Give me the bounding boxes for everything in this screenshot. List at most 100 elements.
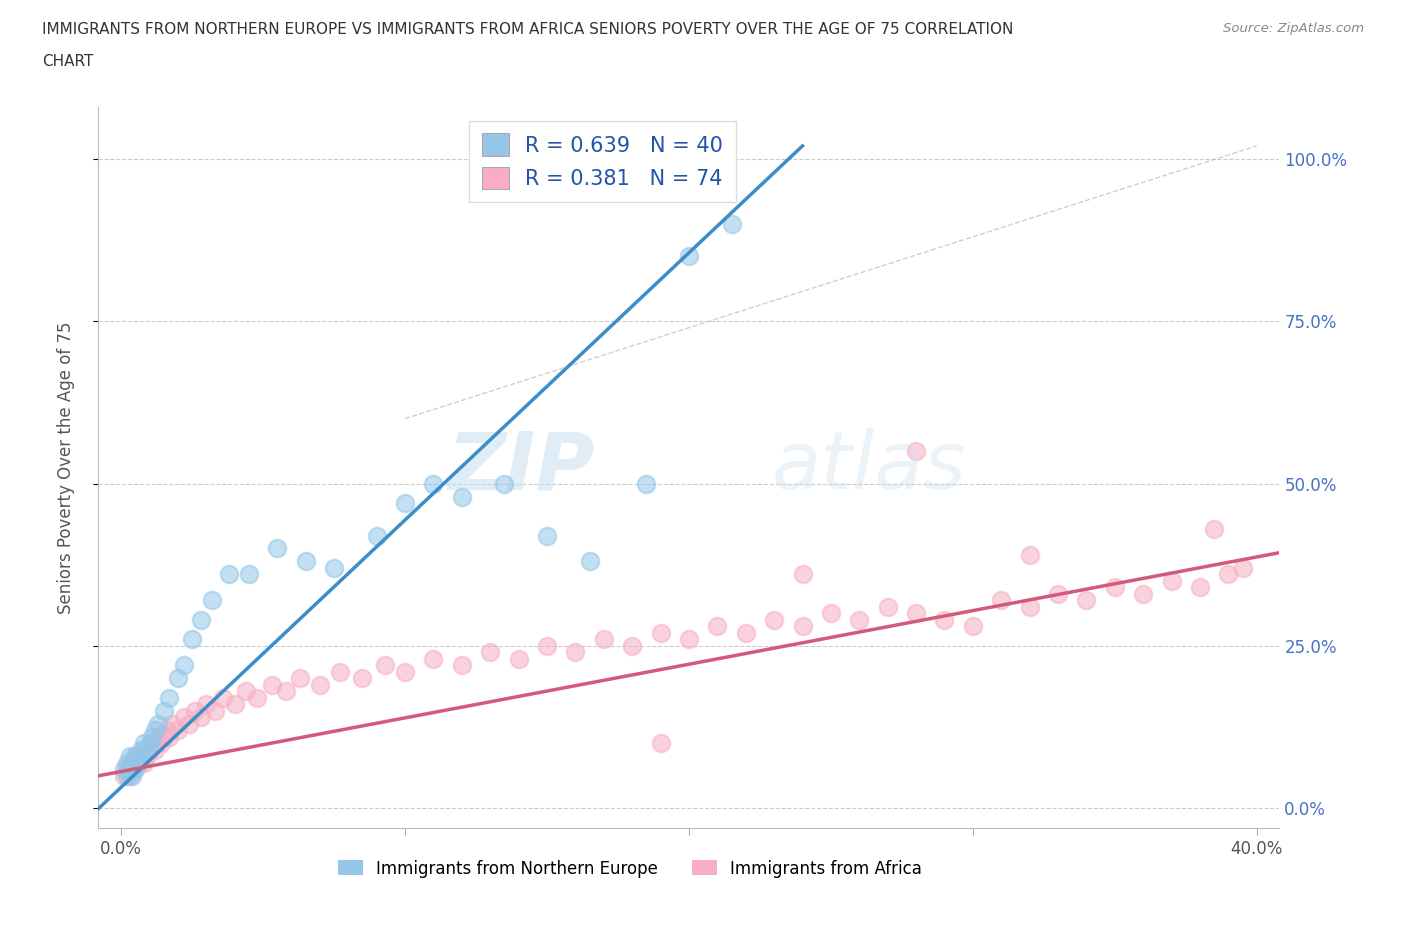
Point [204,703,226,718]
Point [329,664,352,679]
Point [121,768,143,783]
Point [650,626,672,641]
Point [218,567,240,582]
Point [121,755,143,770]
Point [246,690,269,705]
Point [143,742,166,757]
Point [536,528,558,543]
Point [118,749,141,764]
Point [294,554,316,569]
Point [124,749,146,764]
Text: ZIP: ZIP [447,429,595,506]
Point [184,703,207,718]
Point [157,690,180,705]
Point [127,755,149,770]
Point [132,755,155,770]
Point [118,768,141,783]
Point [129,749,152,764]
Y-axis label: Seniors Poverty Over the Age of 75: Seniors Poverty Over the Age of 75 [56,321,75,614]
Point [678,249,700,264]
Point [536,639,558,654]
Point [592,632,614,647]
Point [146,729,169,744]
Point [118,762,141,777]
Point [564,644,586,659]
Point [374,658,396,672]
Point [848,613,870,628]
Point [734,626,756,641]
Point [1046,587,1070,602]
Point [190,613,212,628]
Point [650,736,672,751]
Point [149,736,172,751]
Point [143,723,166,737]
Point [394,496,416,511]
Point [135,742,157,757]
Point [195,697,218,711]
Point [820,606,842,621]
Point [190,710,212,724]
Point [450,658,472,672]
Point [224,697,246,711]
Point [792,567,814,582]
Point [141,736,163,751]
Point [173,658,195,672]
Point [124,762,146,777]
Point [1132,587,1154,602]
Point [990,593,1012,608]
Point [238,567,260,582]
Point [450,489,472,504]
Point [1104,580,1126,595]
Point [167,723,190,737]
Point [112,768,135,783]
Point [181,632,204,647]
Point [132,742,155,757]
Point [763,613,786,628]
Point [124,762,146,777]
Point [124,749,146,764]
Text: Source: ZipAtlas.com: Source: ZipAtlas.com [1223,22,1364,35]
Point [115,768,138,783]
Point [274,684,297,698]
Point [132,736,155,751]
Point [135,749,157,764]
Point [141,729,163,744]
Point [129,742,152,757]
Point [1018,600,1040,615]
Point [352,671,374,685]
Point [212,690,235,705]
Point [934,613,956,628]
Point [1018,548,1040,563]
Text: atlas: atlas [772,429,966,506]
Point [422,476,444,491]
Point [508,651,530,666]
Point [1204,522,1226,537]
Point [127,755,149,770]
Point [494,476,516,491]
Point [167,671,190,685]
Point [1076,593,1098,608]
Point [479,644,502,659]
Point [792,619,814,634]
Point [578,554,600,569]
Point [112,762,135,777]
Point [366,528,388,543]
Point [288,671,311,685]
Point [1160,574,1182,589]
Point [678,632,700,647]
Text: CHART: CHART [42,54,94,69]
Point [173,710,195,724]
Point [115,762,138,777]
Point [876,600,898,615]
Point [115,755,138,770]
Point [129,749,152,764]
Point [1218,567,1240,582]
Point [394,664,416,679]
Point [621,639,644,654]
Point [636,476,658,491]
Point [138,736,160,751]
Point [138,742,160,757]
Point [260,677,283,692]
Point [152,729,174,744]
Point [706,619,728,634]
